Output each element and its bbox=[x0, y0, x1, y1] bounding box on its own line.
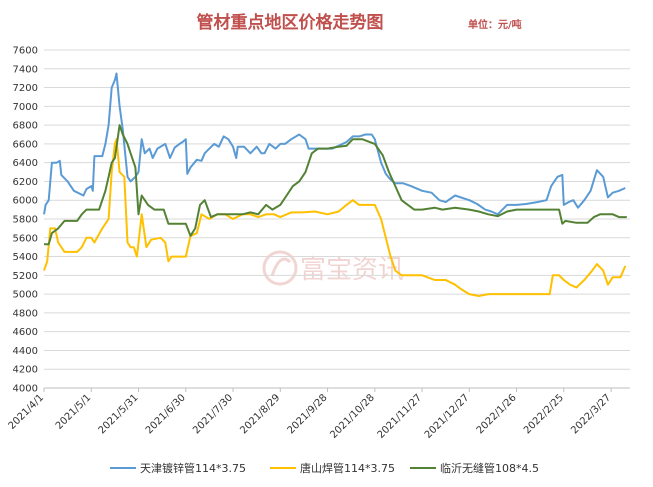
x-tick-label: 2022/1/26 bbox=[475, 392, 519, 436]
x-tick-label: 2022/2/25 bbox=[522, 392, 566, 436]
y-tick-label: 7600 bbox=[13, 46, 38, 57]
y-axis: 4000 4200 4400 4600 4800 5000 5200 5400 5600 5800… bbox=[13, 46, 38, 395]
y-tick-label: 4600 bbox=[13, 327, 38, 338]
series-lines bbox=[43, 72, 627, 297]
x-tick-label: 2021/4/1 bbox=[7, 392, 47, 432]
watermark-logo-icon bbox=[262, 250, 298, 286]
x-tick-label: 2021/5/31 bbox=[97, 392, 141, 436]
y-tick-label: 5400 bbox=[13, 252, 38, 263]
watermark-text: 富宝资讯 bbox=[300, 255, 404, 285]
y-tick-label: 4400 bbox=[13, 346, 38, 357]
y-tick-label: 5000 bbox=[13, 290, 38, 301]
y-tick-label: 4200 bbox=[13, 365, 38, 376]
y-tick-label: 7400 bbox=[13, 64, 38, 75]
chart-title: 管材重点地区价格走势图 bbox=[197, 12, 384, 33]
y-tick-label: 5600 bbox=[13, 233, 38, 244]
x-tick-label: 2022/3/27 bbox=[569, 392, 613, 436]
legend-label-1: 天津镀锌管114*3.75 bbox=[140, 461, 246, 475]
legend: 天津镀锌管114*3.75 唐山焊管114*3.75 临沂无缝管108*4.5 bbox=[110, 461, 539, 475]
y-tick-label: 6400 bbox=[13, 158, 38, 169]
x-tick-label: 2021/9/28 bbox=[286, 392, 330, 436]
x-tick-label: 2021/11/27 bbox=[376, 392, 425, 441]
grid-lines bbox=[44, 49, 630, 389]
y-tick-label: 6800 bbox=[13, 121, 38, 132]
legend-label-2: 唐山焊管114*3.75 bbox=[300, 461, 395, 475]
y-tick-label: 4000 bbox=[13, 384, 38, 395]
y-tick-label: 6000 bbox=[13, 196, 38, 207]
unit-label: 单位：元/吨 bbox=[468, 18, 522, 31]
x-tick-label: 2021/8/29 bbox=[238, 392, 282, 436]
y-tick-label: 7000 bbox=[13, 102, 38, 113]
x-tick-label: 2021/5/1 bbox=[54, 392, 94, 432]
x-tick-label: 2021/6/30 bbox=[144, 392, 188, 436]
series-line-3 bbox=[44, 124, 627, 246]
x-tick-label: 2021/7/30 bbox=[191, 392, 235, 436]
y-tick-label: 5200 bbox=[13, 271, 38, 282]
series-line-1 bbox=[43, 72, 626, 216]
series-line-2 bbox=[43, 138, 627, 297]
legend-label-3: 临沂无缝管108*4.5 bbox=[440, 461, 539, 475]
x-tick-label: 2021/12/27 bbox=[423, 392, 472, 441]
y-tick-label: 7200 bbox=[13, 83, 38, 94]
y-tick-label: 4800 bbox=[13, 308, 38, 319]
y-tick-label: 6200 bbox=[13, 177, 38, 188]
x-tick-label: 2021/10/28 bbox=[328, 392, 377, 441]
y-tick-label: 6600 bbox=[13, 139, 38, 150]
y-tick-label: 5800 bbox=[13, 215, 38, 226]
x-axis: 2021/4/1 2021/5/1 2021/5/31 2021/6/30 2021/7… bbox=[7, 387, 630, 441]
